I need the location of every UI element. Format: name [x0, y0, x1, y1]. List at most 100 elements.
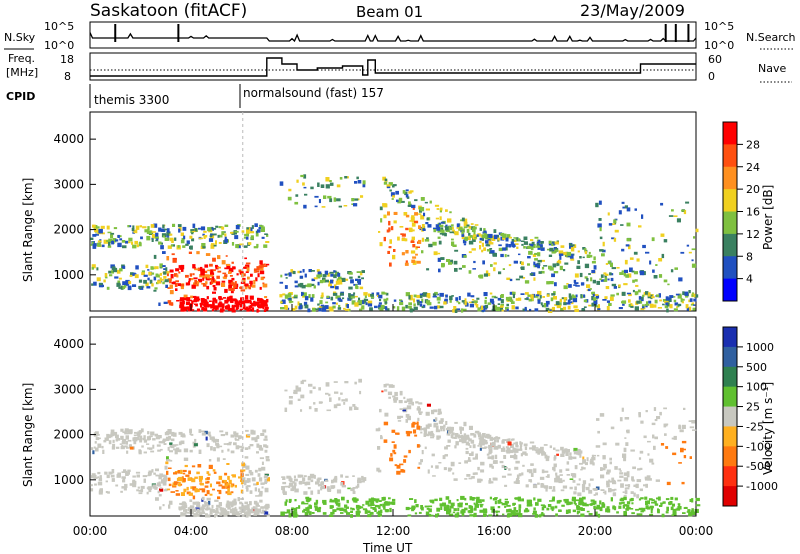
echo-cell	[133, 437, 138, 442]
echo-cell	[619, 475, 624, 478]
echo-cell	[158, 494, 162, 497]
echo-cell	[173, 481, 178, 485]
echo-cell	[389, 262, 392, 267]
echo-cell	[167, 488, 171, 491]
echo-cell	[228, 441, 232, 444]
echo-cell	[501, 464, 505, 469]
echo-cell	[300, 380, 304, 385]
frequency-line	[90, 57, 696, 77]
echo-cell	[192, 273, 195, 276]
echo-cell	[170, 491, 175, 493]
echo-cell	[362, 504, 365, 506]
echo-cell	[451, 436, 456, 439]
echo-cell	[671, 209, 674, 212]
echo-cell	[493, 460, 498, 464]
echo-cell	[279, 294, 283, 298]
echo-cell	[359, 390, 362, 395]
echo-cell	[593, 494, 596, 496]
colorbar-swatch	[723, 446, 737, 467]
echo-cell	[504, 498, 508, 501]
echo-cell	[255, 511, 260, 515]
echo-cell	[339, 507, 344, 512]
echo-cell	[240, 299, 244, 304]
echo-cell	[462, 438, 467, 443]
echo-cell	[338, 280, 343, 285]
echo-cell	[433, 409, 438, 413]
echo-cell	[322, 512, 327, 515]
echo-cell	[314, 506, 319, 511]
echo-cell	[494, 296, 498, 299]
echo-cell	[244, 257, 247, 260]
echo-cell	[264, 435, 268, 439]
echo-cell	[244, 447, 249, 450]
echo-cell	[263, 265, 268, 267]
echo-cell	[378, 427, 381, 432]
echo-cell	[124, 283, 127, 288]
echo-cell	[265, 504, 270, 507]
echo-cell	[442, 504, 446, 507]
echo-cell	[249, 231, 255, 234]
echo-cell	[412, 244, 416, 248]
echo-cell	[299, 270, 302, 273]
echo-cell	[634, 291, 638, 296]
echo-cell	[590, 277, 593, 282]
echo-cell	[376, 512, 379, 514]
echo-cell	[595, 445, 601, 448]
echo-cell	[328, 306, 333, 310]
echo-cell	[464, 478, 468, 480]
echo-cell	[438, 222, 441, 226]
echo-cell	[259, 225, 264, 229]
echo-cell	[118, 286, 121, 289]
echo-cell	[514, 240, 517, 243]
echo-cell	[576, 507, 580, 510]
echo-cell	[483, 247, 486, 251]
echo-cell	[173, 472, 178, 475]
echo-cell	[678, 424, 681, 429]
echo-cell	[314, 195, 319, 198]
echo-cell	[563, 299, 566, 303]
echo-cell	[551, 293, 556, 296]
echo-cell	[447, 426, 451, 431]
echo-cell	[227, 492, 232, 496]
echo-cell	[210, 244, 215, 249]
echo-cell	[638, 413, 641, 418]
echo-cell	[385, 308, 388, 311]
echo-cell	[356, 508, 360, 511]
echo-cell	[182, 469, 187, 472]
echo-cell	[183, 306, 188, 311]
echo-cell	[246, 508, 251, 511]
echo-cell	[260, 263, 264, 268]
echo-cell	[383, 384, 387, 388]
echo-cell	[507, 441, 512, 446]
echo-cell	[126, 241, 131, 244]
echo-cell	[612, 482, 617, 485]
echo-cell	[593, 500, 597, 505]
echo-cell	[132, 475, 136, 478]
echo-cell	[254, 509, 259, 512]
echo-cell	[481, 242, 484, 247]
echo-cell	[661, 513, 665, 518]
echo-cell	[646, 301, 649, 305]
echo-cell	[264, 480, 267, 485]
colorbar-tick-label: -100	[746, 440, 771, 453]
echo-cell	[112, 439, 115, 443]
echo-cell	[313, 402, 316, 405]
echo-cell	[631, 476, 634, 481]
echo-cell	[244, 308, 248, 311]
echo-cell	[520, 266, 525, 270]
echo-cell	[198, 278, 203, 283]
echo-cell	[440, 227, 444, 232]
echo-cell	[198, 475, 203, 480]
echo-cell	[320, 297, 324, 299]
echo-cell	[524, 280, 530, 284]
echo-cell	[356, 271, 361, 273]
echo-cell	[303, 491, 308, 495]
echo-cell	[591, 454, 595, 459]
echo-cell	[215, 299, 218, 304]
echo-cell	[463, 221, 468, 227]
echo-cell	[248, 470, 252, 474]
echo-cell	[562, 485, 568, 489]
echo-cell	[412, 256, 417, 259]
echo-cell	[582, 480, 587, 485]
echo-cell	[261, 466, 266, 471]
